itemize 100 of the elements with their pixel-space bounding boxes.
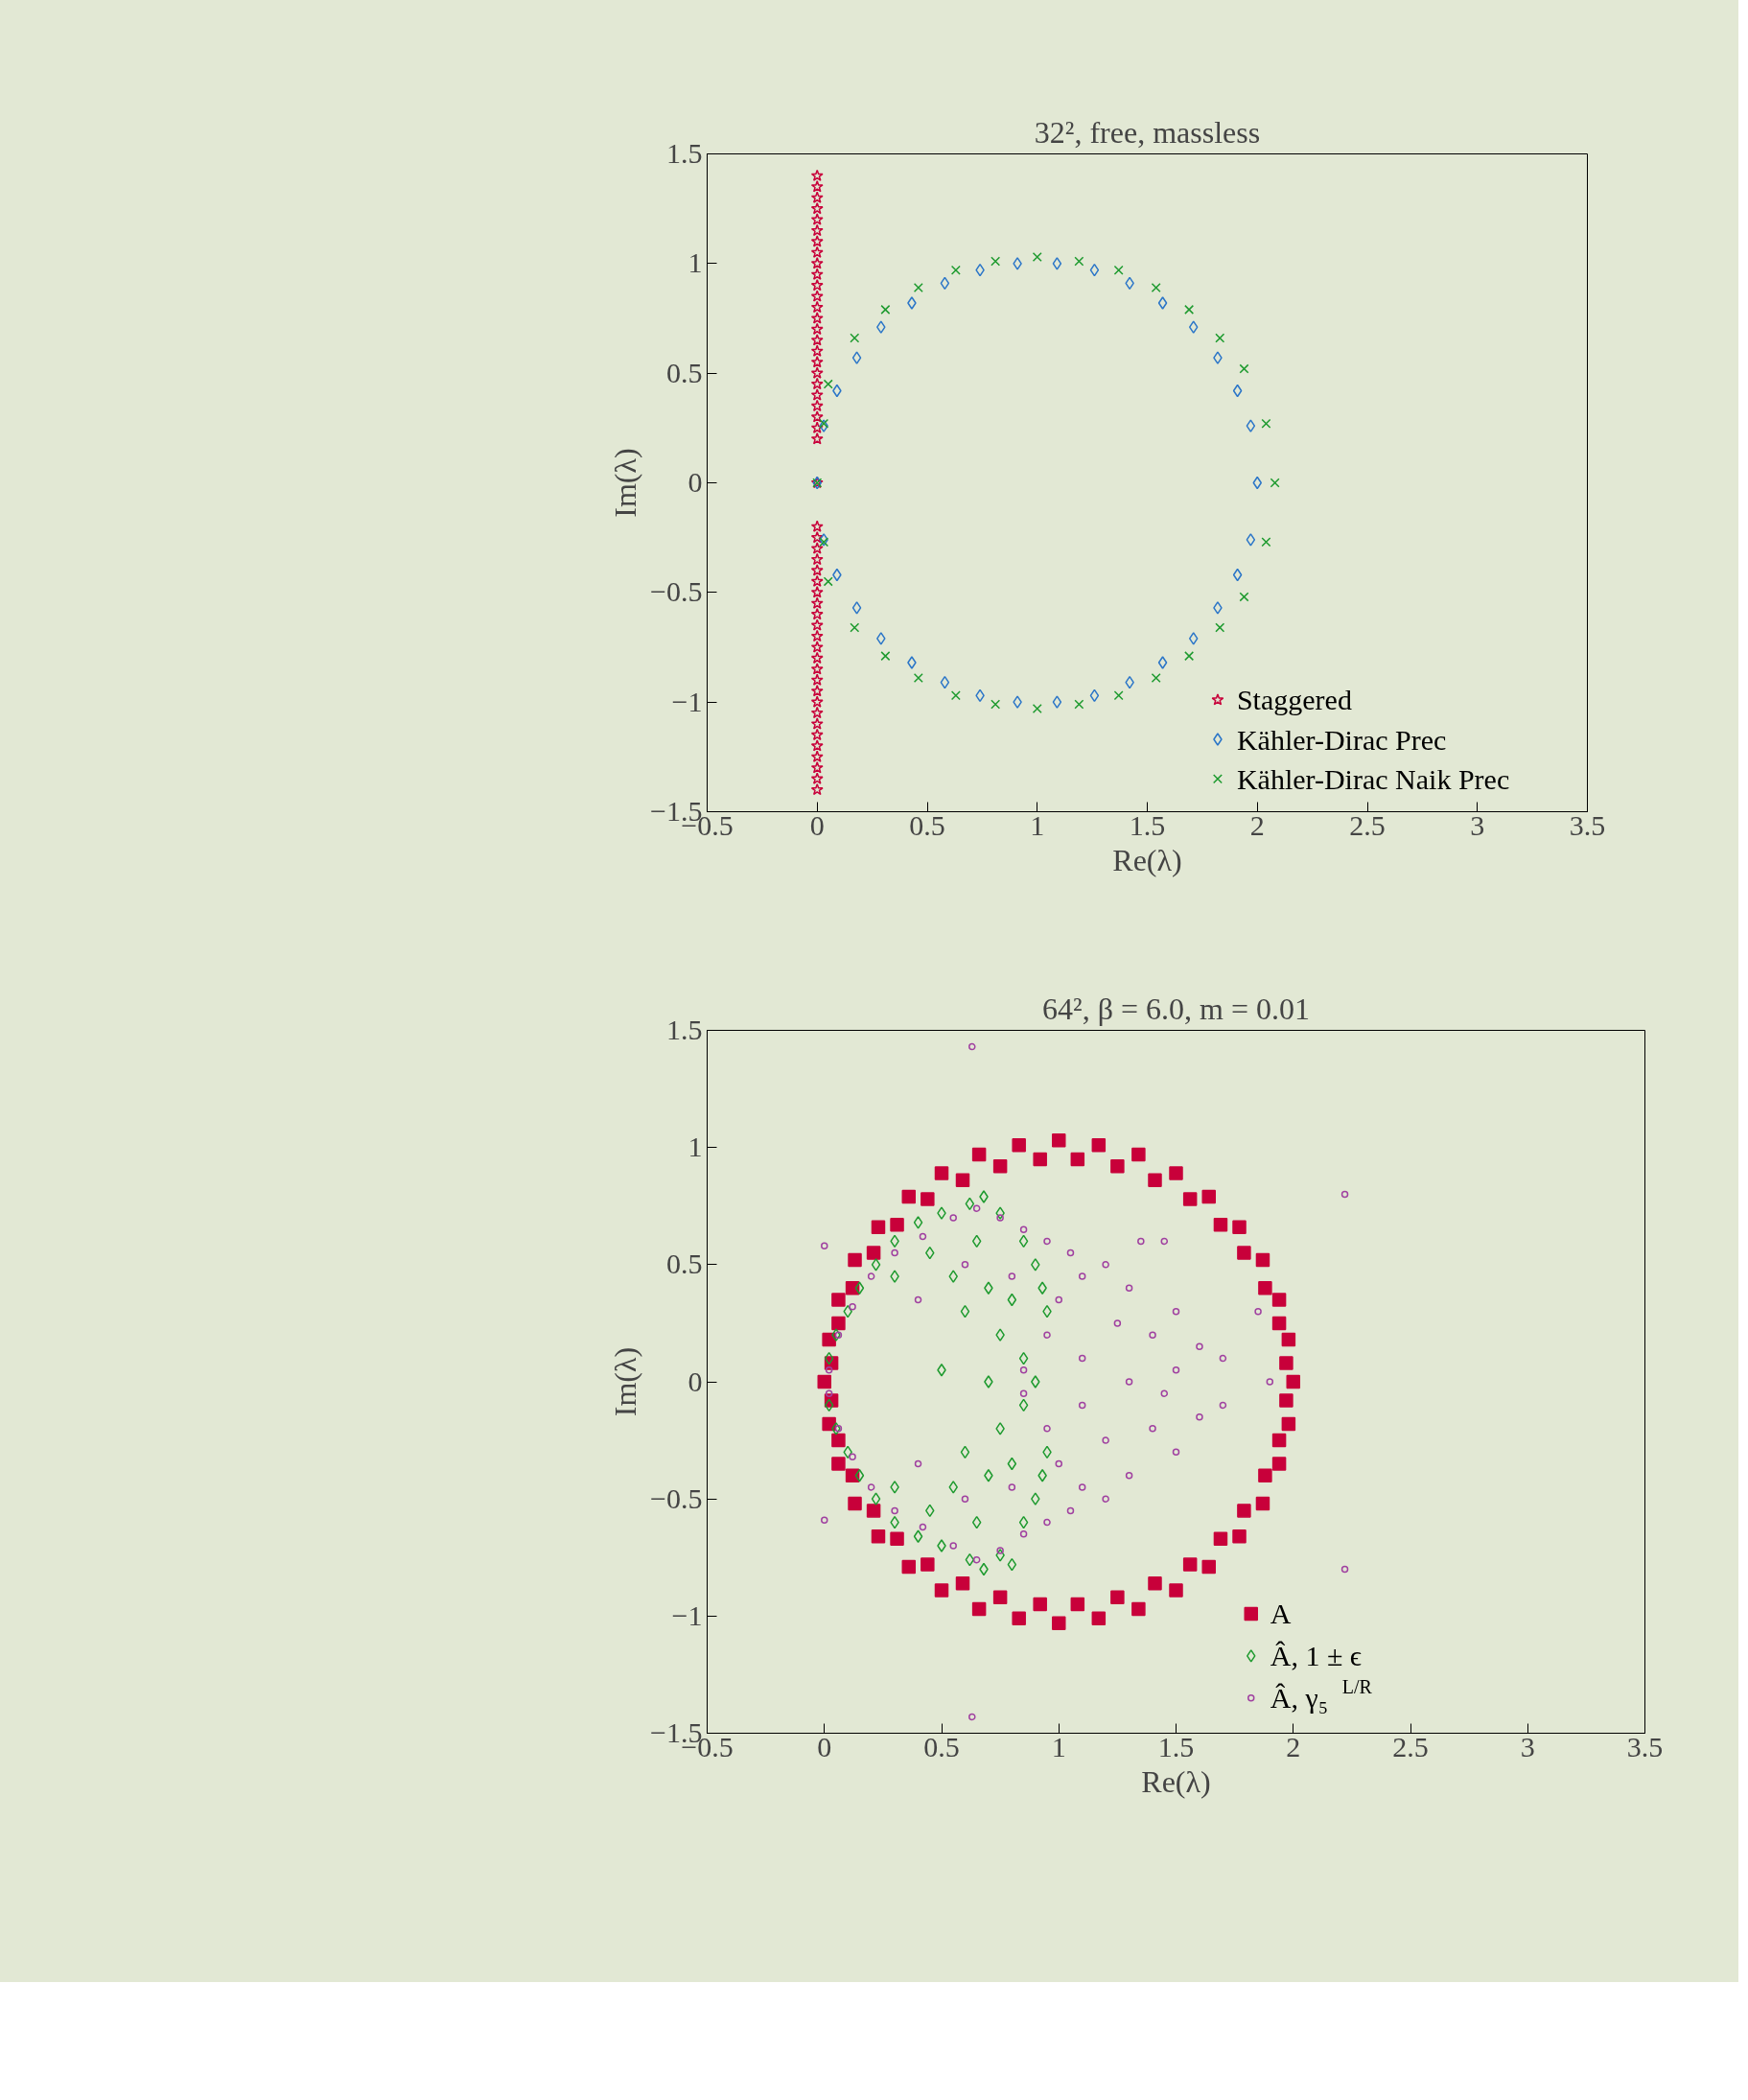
x-tick-label: 2: [1249, 808, 1265, 841]
point: [819, 533, 828, 547]
y-axis-title: Im(λ): [608, 448, 643, 518]
point: [907, 296, 917, 310]
point: [960, 1445, 970, 1459]
point: [810, 739, 824, 752]
point: [810, 355, 824, 368]
x-tick-label: 0.5: [909, 808, 945, 841]
point: [1018, 1234, 1029, 1248]
point: [948, 1481, 958, 1494]
point: [1113, 265, 1124, 275]
point: [810, 344, 824, 357]
x-tick-label: 2.5: [1392, 1730, 1429, 1762]
point: [913, 1529, 923, 1544]
point: [850, 622, 860, 633]
point: [1018, 1398, 1029, 1412]
point: [890, 1270, 899, 1283]
y-tick-label: −0.5: [650, 575, 703, 608]
point: [1184, 651, 1195, 662]
point: [810, 772, 824, 784]
point: [971, 1515, 982, 1529]
point: [810, 574, 824, 587]
point: [880, 304, 891, 315]
point: [810, 322, 824, 336]
point: [850, 333, 860, 343]
point: [810, 421, 824, 433]
point: [810, 651, 824, 665]
y-tick-label: 1: [688, 1131, 703, 1163]
point: [1032, 251, 1042, 262]
legend-label: Staggered: [1236, 684, 1352, 716]
legend-label: Kähler-Dirac Prec: [1236, 723, 1447, 756]
point: [1270, 478, 1280, 488]
point: [1052, 257, 1062, 270]
point: [1157, 656, 1168, 669]
point: [913, 673, 923, 684]
point: [810, 169, 824, 181]
point: [965, 1552, 975, 1567]
point: [810, 245, 824, 258]
point: [810, 530, 824, 544]
point: [819, 419, 828, 432]
point: [810, 542, 824, 554]
x-axis-title: Re(λ): [1141, 1763, 1211, 1799]
y-tick-label: −1: [671, 685, 703, 717]
point: [810, 399, 824, 412]
point: [950, 265, 961, 275]
point: [1032, 704, 1042, 714]
point: [876, 320, 886, 334]
point: [1052, 695, 1062, 709]
point: [1031, 1492, 1040, 1505]
legend-label: Â, 1 ± ϵ: [1270, 1640, 1363, 1672]
point: [1157, 296, 1168, 310]
point: [1184, 304, 1195, 315]
x-tick-label: 3.5: [1569, 808, 1606, 841]
point: [810, 278, 824, 292]
point: [810, 663, 824, 675]
point: [971, 1234, 982, 1248]
point: [810, 618, 824, 631]
point: [1031, 1375, 1040, 1388]
point: [940, 675, 950, 689]
point: [948, 1270, 958, 1283]
point: [810, 596, 824, 609]
point: [810, 268, 824, 280]
point: [871, 1258, 881, 1272]
y-tick-label: 0.5: [666, 356, 703, 388]
point: [810, 684, 824, 697]
point: [810, 782, 824, 796]
point: [1074, 256, 1084, 267]
point: [810, 761, 824, 774]
point: [907, 656, 917, 669]
point: [819, 418, 829, 429]
point: [851, 351, 862, 364]
point: [1188, 320, 1199, 334]
point: [810, 673, 824, 686]
point: [1213, 351, 1223, 364]
point: [810, 388, 824, 401]
point: [1151, 673, 1161, 684]
point: [810, 377, 824, 390]
point: [1007, 1457, 1017, 1471]
y-tick-label: −1: [671, 1598, 703, 1631]
point: [940, 276, 950, 291]
point: [1013, 257, 1022, 270]
point: [810, 290, 824, 302]
point: [995, 1328, 1005, 1342]
point: [1018, 1515, 1029, 1529]
y-tick-label: 0.5: [666, 1248, 703, 1280]
y-tick-label: −0.5: [650, 1482, 703, 1514]
point: [1013, 695, 1022, 709]
point: [810, 552, 824, 566]
point: [810, 201, 824, 215]
legend-label: A: [1270, 1598, 1292, 1630]
point: [913, 282, 923, 292]
x-tick-label: 1.5: [1157, 1730, 1195, 1762]
x-tick-label: 3: [1470, 808, 1485, 841]
point: [960, 1304, 970, 1318]
point: [876, 632, 886, 645]
y-axis-title: Im(λ): [608, 1346, 643, 1417]
point: [991, 699, 1001, 710]
point: [984, 1375, 993, 1388]
point: [965, 1197, 975, 1211]
point: [937, 1206, 946, 1220]
